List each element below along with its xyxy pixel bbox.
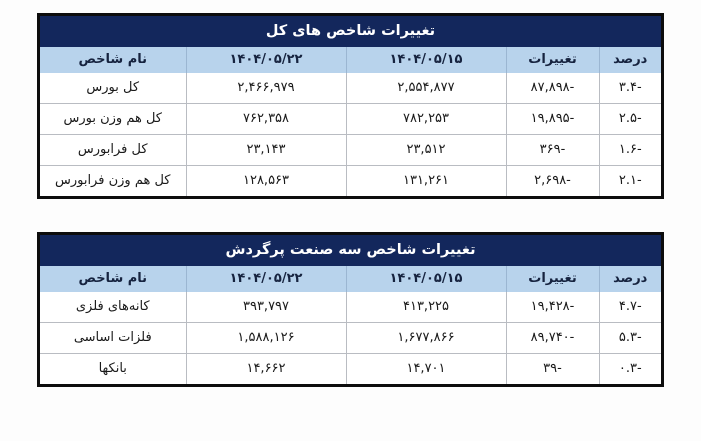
table-row: -۲.۵ -۱۹,۸۹۵ ۷۸۲,۲۵۳ ۷۶۲,۳۵۸ کل هم وزن ب… [39,103,661,135]
column-header-row: درصد تغییرات ۱۴۰۴/۰۵/۱۵ ۱۴۰۴/۰۵/۲۲ نام ش… [40,266,661,292]
table-body: -۳.۴ -۸۷,۸۹۸ ۲,۵۵۴,۸۷۷ ۲,۴۶۶,۹۷۹ کل بورس… [39,73,661,196]
table-row: -۰.۳ -۳۹ ۱۴,۷۰۱ ۱۴,۶۶۲ بانکها [40,353,661,384]
cell-change: -۳۹ [505,353,600,384]
cell-percent: -۲.۵ [598,103,661,135]
table-grid: تغییرات شاخص های کل درصد تغییرات ۱۴۰۴/۰۵… [39,16,661,196]
cell-value-previous: ۲,۵۵۴,۸۷۷ [345,73,507,104]
cell-value-current: ۱,۵۸۸,۱۲۶ [185,322,347,354]
column-header-date-current: ۱۴۰۴/۰۵/۲۲ [185,47,347,73]
column-header-percent: درصد [598,47,661,73]
cell-change: -۳۶۹ [505,134,600,166]
cell-index-name: کل بورس [39,73,187,104]
top-industries-table: تغییرات شاخص سه صنعت پرگردش درصد تغییرات… [37,232,664,387]
cell-value-current: ۲,۴۶۶,۹۷۹ [185,73,347,104]
table-row: -۱.۶ -۳۶۹ ۲۳,۵۱۲ ۲۳,۱۴۳ کل فرابورس [39,134,661,166]
column-header-name: نام شاخص [39,47,187,73]
cell-index-name: کل هم وزن فرابورس [39,165,187,196]
table-body: -۴.۷ -۱۹,۴۲۸ ۴۱۳,۲۲۵ ۳۹۳,۷۹۷ کانه‌های فل… [40,292,661,384]
table-title: تغییرات شاخص سه صنعت پرگردش [40,235,661,266]
cell-value-previous: ۱,۶۷۷,۸۶۶ [345,322,507,354]
cell-percent: -۴.۷ [598,292,661,323]
table-row: -۵.۳ -۸۹,۷۴۰ ۱,۶۷۷,۸۶۶ ۱,۵۸۸,۱۲۶ فلزات ا… [40,322,661,354]
table-row: -۴.۷ -۱۹,۴۲۸ ۴۱۳,۲۲۵ ۳۹۳,۷۹۷ کانه‌های فل… [40,292,661,323]
cell-change: -۸۹,۷۴۰ [505,322,600,354]
table-row: -۳.۴ -۸۷,۸۹۸ ۲,۵۵۴,۸۷۷ ۲,۴۶۶,۹۷۹ کل بورس [39,73,661,104]
cell-change: -۸۷,۸۹۸ [505,73,600,104]
cell-value-current: ۱۲۸,۵۶۳ [185,165,347,196]
cell-value-previous: ۱۴,۷۰۱ [345,353,507,384]
table-head: تغییرات شاخص های کل درصد تغییرات ۱۴۰۴/۰۵… [39,16,661,73]
cell-value-previous: ۷۸۲,۲۵۳ [345,103,507,135]
column-header-date-previous: ۱۴۰۴/۰۵/۱۵ [345,47,507,73]
indices-summary-table: تغییرات شاخص های کل درصد تغییرات ۱۴۰۴/۰۵… [37,13,664,199]
cell-index-name: بانکها [40,353,187,384]
cell-value-current: ۳۹۳,۷۹۷ [185,292,347,323]
cell-index-name: کل هم وزن بورس [39,103,187,135]
cell-index-name: فلزات اساسی [40,322,187,354]
table-title-row: تغییرات شاخص های کل [39,16,661,47]
column-header-name: نام شاخص [40,266,187,292]
cell-value-current: ۷۶۲,۳۵۸ [185,103,347,135]
column-header-date-current: ۱۴۰۴/۰۵/۲۲ [185,266,347,292]
cell-change: -۱۹,۸۹۵ [505,103,600,135]
cell-value-current: ۲۳,۱۴۳ [185,134,347,166]
table-title-row: تغییرات شاخص سه صنعت پرگردش [40,235,661,266]
cell-value-current: ۱۴,۶۶۲ [185,353,347,384]
cell-percent: -۱.۶ [598,134,661,166]
column-header-date-previous: ۱۴۰۴/۰۵/۱۵ [345,266,507,292]
column-header-percent: درصد [598,266,661,292]
table-row: -۲.۱ -۲,۶۹۸ ۱۳۱,۲۶۱ ۱۲۸,۵۶۳ کل هم وزن فر… [39,165,661,196]
table-head: تغییرات شاخص سه صنعت پرگردش درصد تغییرات… [40,235,661,292]
cell-value-previous: ۱۳۱,۲۶۱ [345,165,507,196]
table-title: تغییرات شاخص های کل [39,16,661,47]
cell-index-name: کل فرابورس [39,134,187,166]
column-header-row: درصد تغییرات ۱۴۰۴/۰۵/۱۵ ۱۴۰۴/۰۵/۲۲ نام ش… [39,47,661,73]
cell-percent: -۲.۱ [598,165,661,196]
column-header-change: تغییرات [505,266,600,292]
cell-percent: -۵.۳ [598,322,661,354]
cell-index-name: کانه‌های فلزی [40,292,187,323]
cell-change: -۱۹,۴۲۸ [505,292,600,323]
cell-percent: -۳.۴ [598,73,661,104]
cell-value-previous: ۲۳,۵۱۲ [345,134,507,166]
cell-value-previous: ۴۱۳,۲۲۵ [345,292,507,323]
cell-change: -۲,۶۹۸ [505,165,600,196]
cell-percent: -۰.۳ [598,353,661,384]
table-grid: تغییرات شاخص سه صنعت پرگردش درصد تغییرات… [40,235,661,384]
column-header-change: تغییرات [505,47,600,73]
